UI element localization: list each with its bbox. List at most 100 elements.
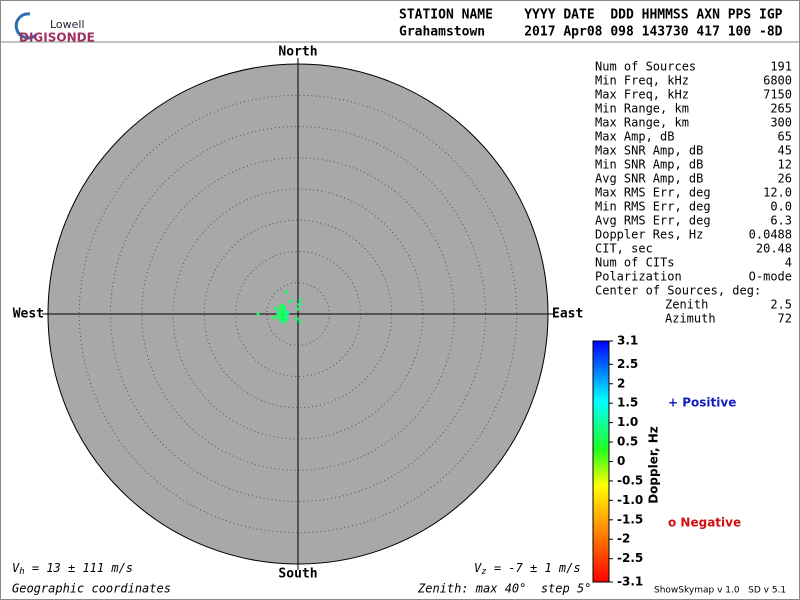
stat-value: 300 — [770, 116, 792, 130]
v: V — [12, 561, 20, 575]
source-point — [279, 306, 282, 310]
dir-label: East — [552, 307, 583, 322]
stat-label: Max Freq, kHz — [595, 88, 689, 102]
source-point — [297, 303, 301, 307]
stat-label: Polarization — [595, 270, 682, 284]
source-point — [284, 313, 288, 317]
stat-value: 6800 — [763, 74, 792, 88]
source-point — [286, 311, 290, 315]
stat-label: Min SNR Amp, dB — [595, 158, 703, 172]
source-point — [285, 290, 289, 294]
source-point — [283, 311, 287, 315]
source-point — [280, 310, 284, 314]
source-point — [256, 312, 260, 316]
source-point — [284, 318, 287, 322]
source-point — [296, 307, 300, 311]
stat-value: 265 — [770, 102, 792, 116]
source-point — [281, 314, 285, 318]
colorbar-tick-label: -0.5 — [617, 473, 643, 487]
source-point — [279, 305, 283, 308]
colorbar-tick-label: 0.5 — [617, 435, 638, 449]
source-point — [279, 315, 283, 319]
source-point — [282, 306, 286, 310]
stat-label: Doppler Res, Hz — [595, 228, 703, 242]
stat-label: Max Range, km — [595, 116, 689, 130]
colorbar-label: Doppler, Hz — [647, 426, 661, 504]
source-point — [281, 303, 285, 307]
legend-positive: + Positive — [668, 396, 736, 410]
stat-label: Max Amp, dB — [595, 130, 674, 144]
stat-value: 7150 — [763, 88, 792, 102]
header-line: STATION NAME YYYY DATE DDD HHMMSS AXN PP… — [399, 8, 783, 23]
stat-label: Min Range, km — [595, 102, 689, 116]
stat-value: 4 — [785, 256, 792, 270]
center-title: Center of Sources, deg: — [595, 284, 761, 298]
dir-label: North — [278, 45, 317, 60]
version-text: ShowSkymap v 1.0 SD v 5.1 — [654, 586, 786, 596]
colorbar-tick-label: 0 — [617, 454, 625, 468]
source-point — [289, 300, 292, 303]
stat-label: Avg RMS Err, deg — [595, 214, 711, 228]
colorbar-tick-label: -2 — [617, 532, 630, 546]
center-value: 72 — [778, 312, 792, 326]
stat-label: Max SNR Amp, dB — [595, 144, 703, 158]
logo-swoosh — [14, 12, 37, 40]
center-label: Zenith — [665, 298, 708, 312]
colorbar-tick-label: 2 — [617, 376, 625, 390]
source-point — [271, 316, 275, 320]
sub: h — [19, 567, 24, 577]
stat-value: 6.3 — [770, 214, 792, 228]
colorbar-tick-label: 3.1 — [617, 334, 638, 348]
source-point — [276, 312, 280, 316]
dir-label: South — [278, 567, 317, 582]
source-point — [279, 313, 282, 317]
center-label: Azimuth — [665, 312, 716, 326]
legend-negative: o Negative — [668, 516, 741, 530]
center-value: 2.5 — [770, 298, 792, 312]
colorbar-tick-label: -3.1 — [617, 575, 643, 589]
stat-label: Avg SNR Amp, dB — [595, 172, 703, 186]
colorbar-tick-label: 1.0 — [617, 415, 638, 429]
stat-value: 0.0 — [770, 200, 792, 214]
source-point — [277, 309, 281, 313]
dir-label: West — [13, 307, 44, 322]
stat-value: 12.0 — [763, 186, 792, 200]
stat-value: 26 — [778, 172, 792, 186]
vh-text: Vh = 13 ± 111 m/s — [12, 561, 133, 577]
rest: = -7 ± 1 m/s — [487, 561, 581, 575]
stat-label: Min RMS Err, deg — [595, 200, 711, 214]
stat-label: Num of CITs — [595, 256, 674, 270]
stat-value: 191 — [770, 60, 792, 74]
source-point — [285, 316, 289, 320]
colorbar-tick-label: 2.5 — [617, 357, 638, 371]
source-point — [298, 320, 302, 324]
stat-label: Min Freq, kHz — [595, 74, 689, 88]
coords-text: Geographic coordinates — [12, 582, 171, 596]
stat-value: 45 — [778, 144, 792, 158]
colorbar-tick-label: -2.5 — [617, 551, 643, 565]
source-point — [295, 317, 299, 321]
source-point — [282, 320, 286, 324]
colorbar-tick-label: -1.0 — [617, 493, 643, 507]
stat-label: Max RMS Err, deg — [595, 186, 711, 200]
stat-value: O-mode — [749, 270, 792, 284]
colorbar-tick-label: 1.5 — [617, 396, 638, 410]
header-line: Grahamstown 2017 Apr08 098 143730 417 10… — [399, 25, 783, 40]
logo-digisonde: DIGISONDE — [19, 31, 95, 45]
zenith-text: Zenith: max 40° step 5° — [417, 582, 591, 596]
vz-text: Vz = -7 ± 1 m/s — [474, 561, 581, 577]
stat-label: Num of Sources — [595, 60, 696, 74]
stat-value: 65 — [778, 130, 792, 144]
colorbar — [592, 340, 610, 583]
source-point — [280, 319, 284, 323]
stat-label: CIT, sec — [595, 242, 653, 256]
source-point — [284, 310, 287, 313]
stat-value: 0.0488 — [749, 228, 792, 242]
source-point — [281, 308, 285, 312]
rest: = 13 ± 111 m/s — [25, 561, 133, 575]
source-point — [298, 298, 302, 302]
stat-value: 12 — [778, 158, 792, 172]
source-point — [278, 317, 282, 321]
logo-lowell: Lowell — [50, 18, 85, 31]
